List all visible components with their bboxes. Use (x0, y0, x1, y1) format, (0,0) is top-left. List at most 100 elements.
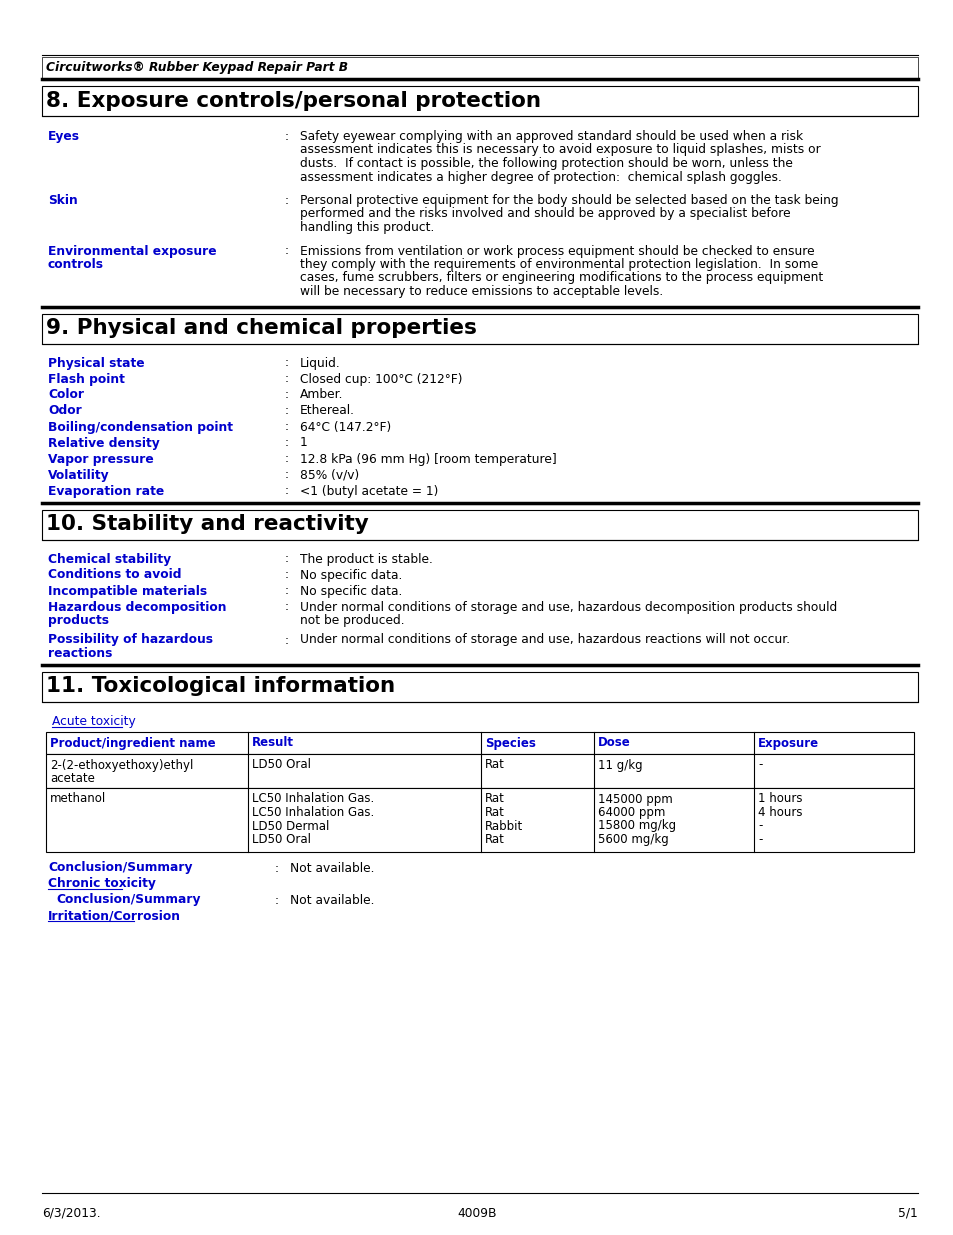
Text: The product is stable.: The product is stable. (299, 552, 433, 566)
Text: Color: Color (48, 389, 84, 401)
Text: 4009B: 4009B (456, 1207, 497, 1220)
Text: Odor: Odor (48, 405, 82, 417)
Text: 2-(2-ethoxyethoxy)ethyl: 2-(2-ethoxyethoxy)ethyl (50, 758, 193, 772)
Text: :: : (285, 405, 289, 417)
Text: :: : (285, 634, 289, 646)
Text: LC50 Inhalation Gas.: LC50 Inhalation Gas. (252, 806, 375, 819)
Text: :: : (285, 420, 289, 433)
Text: Personal protective equipment for the body should be selected based on the task : Personal protective equipment for the bo… (299, 194, 838, 207)
Text: -: - (758, 832, 761, 846)
Text: acetate: acetate (50, 772, 94, 785)
Text: Evaporation rate: Evaporation rate (48, 484, 164, 498)
Text: :: : (285, 436, 289, 450)
Text: Emissions from ventilation or work process equipment should be checked to ensure: Emissions from ventilation or work proce… (299, 245, 814, 258)
Text: :: : (285, 373, 289, 385)
Text: Hazardous decomposition: Hazardous decomposition (48, 600, 226, 614)
Text: Not available.: Not available. (290, 862, 375, 874)
Text: :: : (285, 484, 289, 498)
Text: 15800 mg/kg: 15800 mg/kg (598, 820, 675, 832)
Text: LD50 Oral: LD50 Oral (252, 832, 311, 846)
Text: :: : (285, 194, 289, 207)
Text: Rat: Rat (484, 793, 504, 805)
Text: Rat: Rat (484, 832, 504, 846)
Text: Not available.: Not available. (290, 893, 375, 906)
Text: Circuitworks® Rubber Keypad Repair Part B: Circuitworks® Rubber Keypad Repair Part … (46, 61, 348, 74)
Text: not be produced.: not be produced. (299, 614, 404, 627)
Text: Conclusion/Summary: Conclusion/Summary (56, 893, 200, 906)
Text: 145000 ppm: 145000 ppm (598, 793, 672, 805)
Text: Amber.: Amber. (299, 389, 343, 401)
Text: 6/3/2013.: 6/3/2013. (42, 1207, 100, 1220)
Bar (42, 672, 917, 701)
Text: Conditions to avoid: Conditions to avoid (48, 568, 181, 582)
Text: Incompatible materials: Incompatible materials (48, 584, 207, 598)
Text: Rat: Rat (484, 758, 504, 772)
Text: :: : (274, 893, 278, 906)
Text: Under normal conditions of storage and use, hazardous decomposition products sho: Under normal conditions of storage and u… (299, 600, 837, 614)
Text: Safety eyewear complying with an approved standard should be used when a risk: Safety eyewear complying with an approve… (299, 130, 802, 143)
Text: Boiling/condensation point: Boiling/condensation point (48, 420, 233, 433)
Text: No specific data.: No specific data. (299, 584, 402, 598)
Text: Eyes: Eyes (48, 130, 80, 143)
Text: -: - (758, 758, 761, 772)
Bar (46, 788, 913, 851)
Text: LC50 Inhalation Gas.: LC50 Inhalation Gas. (252, 793, 375, 805)
Text: Closed cup: 100°C (212°F): Closed cup: 100°C (212°F) (299, 373, 462, 385)
Text: they comply with the requirements of environmental protection legislation.  In s: they comply with the requirements of env… (299, 258, 818, 270)
Text: :: : (285, 452, 289, 466)
Text: Rabbit: Rabbit (484, 820, 522, 832)
Text: Skin: Skin (48, 194, 77, 207)
Text: :: : (285, 600, 289, 614)
Text: :: : (285, 568, 289, 582)
Text: 85% (v/v): 85% (v/v) (299, 468, 359, 482)
Text: LD50 Oral: LD50 Oral (252, 758, 311, 772)
Text: 1: 1 (299, 436, 308, 450)
Text: Chemical stability: Chemical stability (48, 552, 171, 566)
Bar (46, 753, 913, 788)
Text: Result: Result (252, 736, 294, 750)
Bar (42, 314, 917, 343)
Text: No specific data.: No specific data. (299, 568, 402, 582)
Text: <1 (butyl acetate = 1): <1 (butyl acetate = 1) (299, 484, 438, 498)
Text: Volatility: Volatility (48, 468, 110, 482)
Text: Flash point: Flash point (48, 373, 125, 385)
Text: :: : (285, 389, 289, 401)
Text: 11. Toxicological information: 11. Toxicological information (46, 677, 395, 697)
Text: Physical state: Physical state (48, 357, 145, 369)
Text: Conclusion/Summary: Conclusion/Summary (48, 862, 193, 874)
Text: Exposure: Exposure (758, 736, 819, 750)
Bar (42, 86, 917, 116)
Text: handling this product.: handling this product. (299, 221, 434, 233)
Text: 8. Exposure controls/personal protection: 8. Exposure controls/personal protection (46, 91, 540, 111)
Text: 9. Physical and chemical properties: 9. Physical and chemical properties (46, 319, 476, 338)
Text: :: : (274, 862, 278, 874)
Text: dusts.  If contact is possible, the following protection should be worn, unless : dusts. If contact is possible, the follo… (299, 157, 792, 170)
Text: :: : (285, 468, 289, 482)
Text: Vapor pressure: Vapor pressure (48, 452, 153, 466)
Text: controls: controls (48, 258, 104, 270)
Text: assessment indicates a higher degree of protection:  chemical splash goggles.: assessment indicates a higher degree of … (299, 170, 781, 184)
Text: Possibility of hazardous: Possibility of hazardous (48, 634, 213, 646)
Text: 12.8 kPa (96 mm Hg) [room temperature]: 12.8 kPa (96 mm Hg) [room temperature] (299, 452, 557, 466)
Text: 11 g/kg: 11 g/kg (598, 758, 641, 772)
Text: 64°C (147.2°F): 64°C (147.2°F) (299, 420, 391, 433)
Text: performed and the risks involved and should be approved by a specialist before: performed and the risks involved and sho… (299, 207, 790, 221)
Text: Environmental exposure: Environmental exposure (48, 245, 216, 258)
Text: Relative density: Relative density (48, 436, 159, 450)
Text: Acute toxicity: Acute toxicity (52, 715, 135, 729)
Text: :: : (285, 584, 289, 598)
Text: assessment indicates this is necessary to avoid exposure to liquid splashes, mis: assessment indicates this is necessary t… (299, 143, 820, 157)
Text: -: - (758, 820, 761, 832)
Text: Species: Species (484, 736, 536, 750)
Text: 5600 mg/kg: 5600 mg/kg (598, 832, 668, 846)
Text: reactions: reactions (48, 647, 112, 659)
Text: Irritation/Corrosion: Irritation/Corrosion (48, 909, 181, 923)
Text: 4 hours: 4 hours (758, 806, 801, 819)
Text: :: : (285, 552, 289, 566)
Text: :: : (285, 357, 289, 369)
Bar (46, 731, 913, 753)
Text: LD50 Dermal: LD50 Dermal (252, 820, 330, 832)
Text: Rat: Rat (484, 806, 504, 819)
Text: methanol: methanol (50, 793, 106, 805)
Text: 5/1: 5/1 (898, 1207, 917, 1220)
